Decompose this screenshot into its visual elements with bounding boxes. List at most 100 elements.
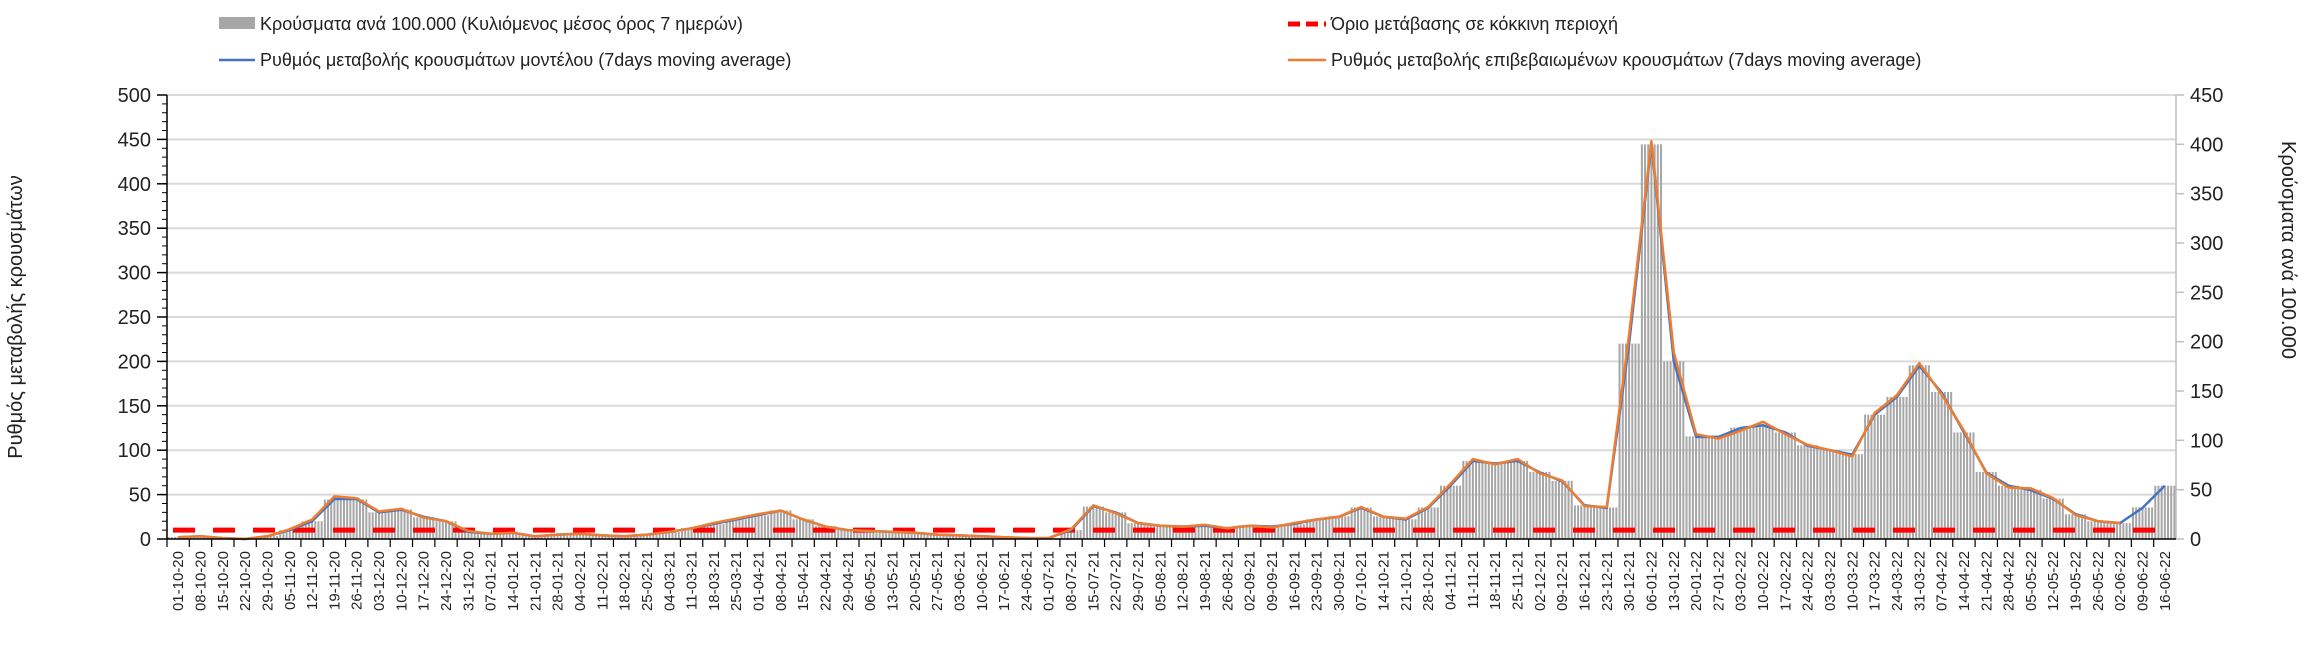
bar-stripe	[945, 534, 948, 539]
bar-stripe	[1232, 528, 1235, 539]
bar-stripe	[865, 531, 868, 539]
bar	[1685, 436, 1688, 539]
bar-stripe	[1644, 144, 1647, 540]
bar-stripe	[869, 531, 872, 539]
bar	[279, 530, 282, 539]
x-tick-label: 17-03-22	[1867, 551, 1884, 611]
legend-bars-swatch	[219, 17, 255, 29]
bar-stripe	[885, 532, 888, 539]
bar-stripe	[1672, 361, 1675, 539]
bar-stripe	[1711, 436, 1714, 539]
bar-stripe	[677, 532, 680, 539]
bar-stripe	[1098, 506, 1101, 539]
bar-stripe	[1723, 436, 1726, 539]
left-y-tick-label: 100	[118, 440, 151, 462]
bar-stripe	[1943, 391, 1946, 539]
left-y-tick-label: 350	[118, 218, 151, 240]
bar-stripe	[1829, 450, 1831, 539]
bar-stripe	[575, 534, 578, 539]
bar-stripe	[1516, 461, 1519, 539]
bar-stripe	[1063, 530, 1066, 539]
bar	[1239, 525, 1242, 539]
bar-stripe	[907, 533, 910, 539]
bar-stripe	[1331, 516, 1334, 539]
x-tick-label: 23-12-21	[1599, 551, 1616, 611]
bar-stripe	[2068, 514, 2071, 539]
bar-stripe	[1691, 436, 1694, 539]
bar-stripe	[1746, 427, 1749, 539]
bar-stripe	[1634, 343, 1637, 539]
bar-stripe	[1934, 391, 1937, 539]
bar-stripe	[1695, 436, 1698, 539]
bar-stripe	[492, 534, 495, 539]
x-tick-label: 16-06-22	[2157, 551, 2174, 611]
bar-stripe	[2151, 507, 2154, 539]
x-tick-label: 18-03-21	[706, 551, 723, 611]
bar-stripe	[1427, 507, 1430, 539]
bar-stripe	[767, 515, 770, 539]
bar-stripe	[604, 535, 607, 539]
bar-stripe	[1286, 524, 1289, 539]
bar-stripe	[674, 532, 677, 539]
bar-stripe	[2045, 498, 2048, 539]
bar	[614, 536, 617, 539]
bar	[1819, 450, 1822, 539]
bar-stripe	[655, 534, 658, 539]
bar-stripe	[1959, 432, 1962, 539]
bar	[1283, 524, 1286, 539]
bar	[1707, 436, 1710, 539]
bar-stripe	[910, 533, 913, 539]
bar-stripe	[1790, 432, 1793, 539]
x-tick-label: 13-05-21	[885, 551, 902, 611]
bar-stripe	[1602, 507, 1605, 539]
x-tick-label: 14-10-21	[1376, 551, 1393, 611]
x-tick-label: 16-12-21	[1577, 551, 1594, 611]
bar	[323, 499, 326, 539]
bar-stripe	[1816, 445, 1819, 539]
bar-stripe	[1121, 512, 1124, 539]
bar-stripe	[1653, 144, 1656, 540]
x-tick-label: 02-06-22	[2112, 551, 2129, 611]
right-y-tick-label: 450	[2190, 85, 2223, 107]
bar-stripe	[1073, 530, 1076, 539]
bar-stripe	[291, 530, 294, 539]
left-y-tick-label: 500	[118, 85, 151, 107]
x-tick-label: 06-05-21	[862, 551, 879, 611]
bar-stripe	[349, 499, 352, 539]
bar-stripe	[1825, 450, 1828, 539]
bar-stripe	[1660, 144, 1662, 540]
gridlines	[167, 94, 2176, 496]
bar-stripe	[633, 536, 636, 539]
bar-stripe	[891, 532, 894, 539]
bar-stripe	[330, 499, 333, 539]
bar-stripe	[269, 536, 272, 539]
bar-stripe	[754, 515, 757, 539]
bar-stripe	[1086, 506, 1088, 539]
bar-stripe	[578, 534, 581, 539]
bar-stripe	[687, 528, 690, 539]
bar-stripe	[1538, 471, 1541, 539]
bar-stripe	[1471, 461, 1474, 539]
bar-stripe	[317, 521, 320, 539]
bar-stripe	[786, 510, 789, 539]
bar-stripe	[2138, 507, 2141, 539]
bar	[1573, 505, 1576, 539]
bar-stripe	[1510, 461, 1513, 539]
bar-stripe	[1280, 526, 1283, 539]
bar-stripe	[527, 536, 530, 539]
bar-stripe	[298, 530, 301, 539]
left-y-tick-label: 250	[118, 307, 151, 329]
bar-stripe	[929, 534, 932, 539]
bar-stripe	[2055, 498, 2058, 539]
bar-stripe	[1701, 436, 1704, 539]
bar-stripe	[1883, 414, 1886, 539]
bar-stripe	[2017, 485, 2020, 539]
x-tick-label: 15-10-20	[215, 551, 232, 611]
bar-stripe	[1822, 450, 1825, 539]
bar-stripe	[1363, 507, 1366, 539]
bar-stripe	[2122, 523, 2125, 539]
x-tick-label: 18-11-21	[1487, 551, 1504, 610]
bar-stripe	[952, 535, 955, 539]
bar-stripe	[384, 512, 387, 539]
x-tick-label: 31-12-20	[460, 551, 477, 611]
